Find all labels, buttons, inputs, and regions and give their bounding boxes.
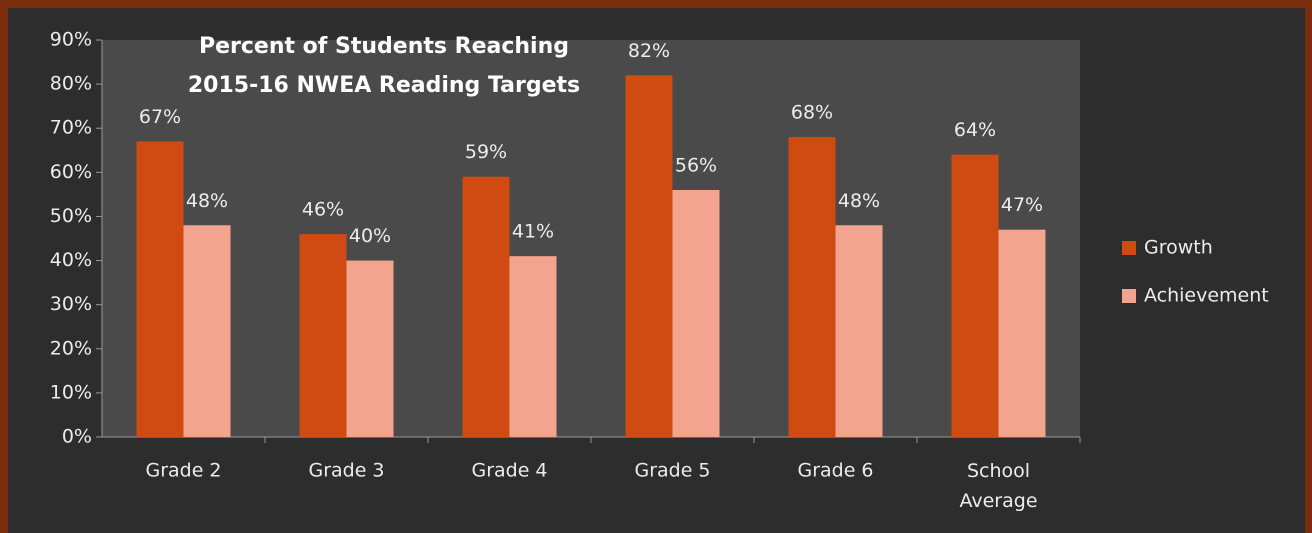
value-label: 48%	[186, 190, 228, 212]
bar	[136, 141, 184, 437]
y-tick-label: 10%	[50, 381, 92, 403]
x-tick-label: School Average	[959, 460, 1037, 512]
bar	[672, 189, 720, 437]
y-tick-label: 60%	[50, 161, 92, 183]
value-label: 64%	[954, 119, 996, 141]
bar	[788, 137, 836, 438]
bar	[509, 256, 557, 437]
bar	[951, 154, 999, 437]
y-tick-label: 30%	[50, 293, 92, 315]
y-tick-label: 40%	[50, 249, 92, 271]
bar	[835, 225, 883, 437]
legend-swatch	[1122, 241, 1136, 255]
bar	[346, 260, 394, 437]
y-tick-label: 70%	[50, 117, 92, 139]
y-tick-label: 0%	[62, 426, 92, 448]
value-label: 46%	[302, 199, 344, 221]
bar	[183, 225, 231, 437]
plot-area	[102, 40, 1080, 437]
legend-label: Achievement	[1144, 285, 1269, 307]
bar	[998, 229, 1046, 437]
value-label: 82%	[628, 40, 670, 62]
x-tick-label: Grade 4	[471, 460, 547, 482]
value-label: 40%	[349, 225, 391, 247]
bar	[299, 234, 347, 437]
value-label: 67%	[139, 106, 181, 128]
value-label: 59%	[465, 141, 507, 163]
chart-title: 2015-16 NWEA Reading Targets	[188, 73, 580, 98]
y-tick-label: 20%	[50, 337, 92, 359]
value-label: 47%	[1001, 194, 1043, 216]
value-label: 41%	[512, 221, 554, 243]
bar	[462, 176, 510, 437]
y-tick-label: 90%	[50, 29, 92, 51]
value-label: 48%	[838, 190, 880, 212]
x-tick-label: Grade 3	[308, 460, 384, 482]
value-label: 56%	[675, 154, 717, 176]
legend-swatch	[1122, 289, 1136, 303]
chart-title: Percent of Students Reaching	[199, 34, 569, 59]
x-tick-label: Grade 6	[797, 460, 873, 482]
legend-label: Growth	[1144, 237, 1213, 259]
x-tick-label: Grade 5	[634, 460, 710, 482]
y-tick-label: 80%	[50, 73, 92, 95]
value-label: 68%	[791, 102, 833, 124]
x-tick-label: Grade 2	[145, 460, 221, 482]
bar	[625, 75, 673, 438]
y-tick-label: 50%	[50, 205, 92, 227]
